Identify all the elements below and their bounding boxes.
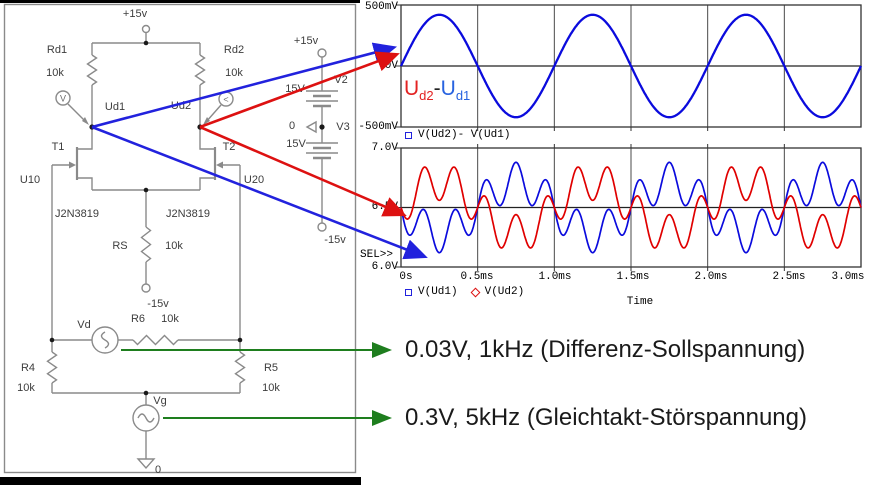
ref-label-v3: V3 xyxy=(336,121,350,133)
ref-label-rd2: Rd2 xyxy=(223,44,245,56)
probe-v-glyph: V xyxy=(60,94,66,104)
sine-glyph xyxy=(137,413,155,423)
minus15v-supply-terminal xyxy=(317,222,327,232)
ref-label-rd1: Rd1 xyxy=(46,44,68,56)
ref-label-r6: R6 xyxy=(130,313,146,325)
sine-glyph xyxy=(100,331,110,349)
arrow-ud2-to-outputplot xyxy=(199,125,407,217)
net-label-plus15v: +15v xyxy=(122,8,148,20)
value-label-rd1: 10k xyxy=(46,67,64,79)
ref-label-r5: R5 xyxy=(263,362,279,374)
ref-label-vd: Vd xyxy=(77,319,91,331)
ref-label-rs: RS xyxy=(112,240,128,252)
x-axis-title: Time xyxy=(626,296,654,308)
xtick-0s: 0s xyxy=(399,271,413,283)
ref-label-t2: T2 xyxy=(222,141,236,153)
resistor-rs xyxy=(140,226,152,263)
ref-label-t1: T1 xyxy=(51,141,65,153)
net-label-minus15v: -15v xyxy=(147,298,169,310)
value-label-v3: 15V xyxy=(286,138,306,150)
net-label-minus15v-supply: -15v xyxy=(324,234,346,246)
resistor-r4 xyxy=(46,351,58,384)
xtick-0-5ms: 0.5ms xyxy=(460,271,494,283)
xtick-2-5ms: 2.5ms xyxy=(772,271,806,283)
gate-arrow-t2 xyxy=(216,161,223,169)
value-label-rs: 10k xyxy=(165,240,183,252)
gate-arrow-t1 xyxy=(69,161,76,169)
ytick-500mv: 500mV xyxy=(364,1,398,13)
legend-diff-text: V(Ud2)- V(Ud1) xyxy=(418,129,511,141)
trace-vud2vud1 xyxy=(399,13,863,119)
legend-ud2-text: V(Ud2) xyxy=(484,286,525,298)
ref-label-r4: R4 xyxy=(20,362,36,374)
ytick-minus500mv: -500mV xyxy=(358,121,398,133)
xtick-1-5ms: 1.5ms xyxy=(616,271,650,283)
xtick-2ms: 2.0ms xyxy=(694,271,728,283)
legend-ud1-text: V(Ud1) xyxy=(418,286,458,298)
net-label-u10: U10 xyxy=(19,174,41,186)
ytick-6v: 6.0V xyxy=(371,261,398,273)
value-label-r5: 10k xyxy=(262,382,280,394)
arrow-ud1-to-diffplot xyxy=(91,42,398,129)
value-label-v2: 15V xyxy=(285,83,305,95)
resistor-rd1 xyxy=(86,54,98,86)
part-label-j2n3819-right: J2N3819 xyxy=(165,208,211,220)
ground-icon xyxy=(136,458,156,470)
ref-label-vg: Vg xyxy=(153,395,167,407)
legend-diff-trace: V(Ud2)- V(Ud1) xyxy=(405,129,510,141)
voltage-probe-icon xyxy=(55,90,71,106)
xtick-3ms: 3.0ms xyxy=(831,271,865,283)
legend-output-traces: V(Ud1) V(Ud2) xyxy=(405,286,524,298)
sel-indicator: SEL>> xyxy=(360,249,394,261)
ytick-7v: 7.0V xyxy=(371,142,398,154)
annotation-differential-source: 0.03V, 1kHz (Differenz-Sollspannung) xyxy=(405,336,806,363)
arrow-ud1-to-outputplot xyxy=(91,125,428,260)
bottom-edge-strip xyxy=(0,477,361,485)
top-edge-strip xyxy=(0,0,360,3)
ground-label-0: 0 xyxy=(154,464,162,476)
minus15v-terminal xyxy=(141,283,151,293)
part-label-j2n3819-left: J2N3819 xyxy=(54,208,100,220)
trace-vud2 xyxy=(400,166,862,249)
resistor-r5 xyxy=(234,351,246,384)
arrow-ud2-to-diffplot xyxy=(199,51,400,129)
schematic-border xyxy=(3,3,357,474)
square-marker-icon xyxy=(405,288,412,296)
diff-equation-label: Ud2-Ud1 xyxy=(404,77,471,104)
value-label-rd2: 10k xyxy=(225,67,243,79)
annotation-commonmode-source: 0.3V, 5kHz (Gleichtakt-Störspannung) xyxy=(405,404,807,431)
xtick-1ms: 1.0ms xyxy=(538,271,572,283)
probe-v-glyph-rotated: < xyxy=(223,95,228,105)
ground-label-mid: 0 xyxy=(288,120,296,132)
resistor-r6 xyxy=(132,334,179,346)
net-label-u20: U20 xyxy=(243,174,265,186)
resistor-rd2 xyxy=(194,54,206,86)
square-marker-icon xyxy=(405,131,412,139)
value-label-r4: 10k xyxy=(17,382,35,394)
net-label-plus15v-supply: +15v xyxy=(293,35,319,47)
value-label-r6: 10k xyxy=(161,313,179,325)
ground-left-icon xyxy=(305,120,317,134)
plus15v-terminal xyxy=(141,24,151,34)
net-label-ud1: Ud1 xyxy=(104,101,126,113)
